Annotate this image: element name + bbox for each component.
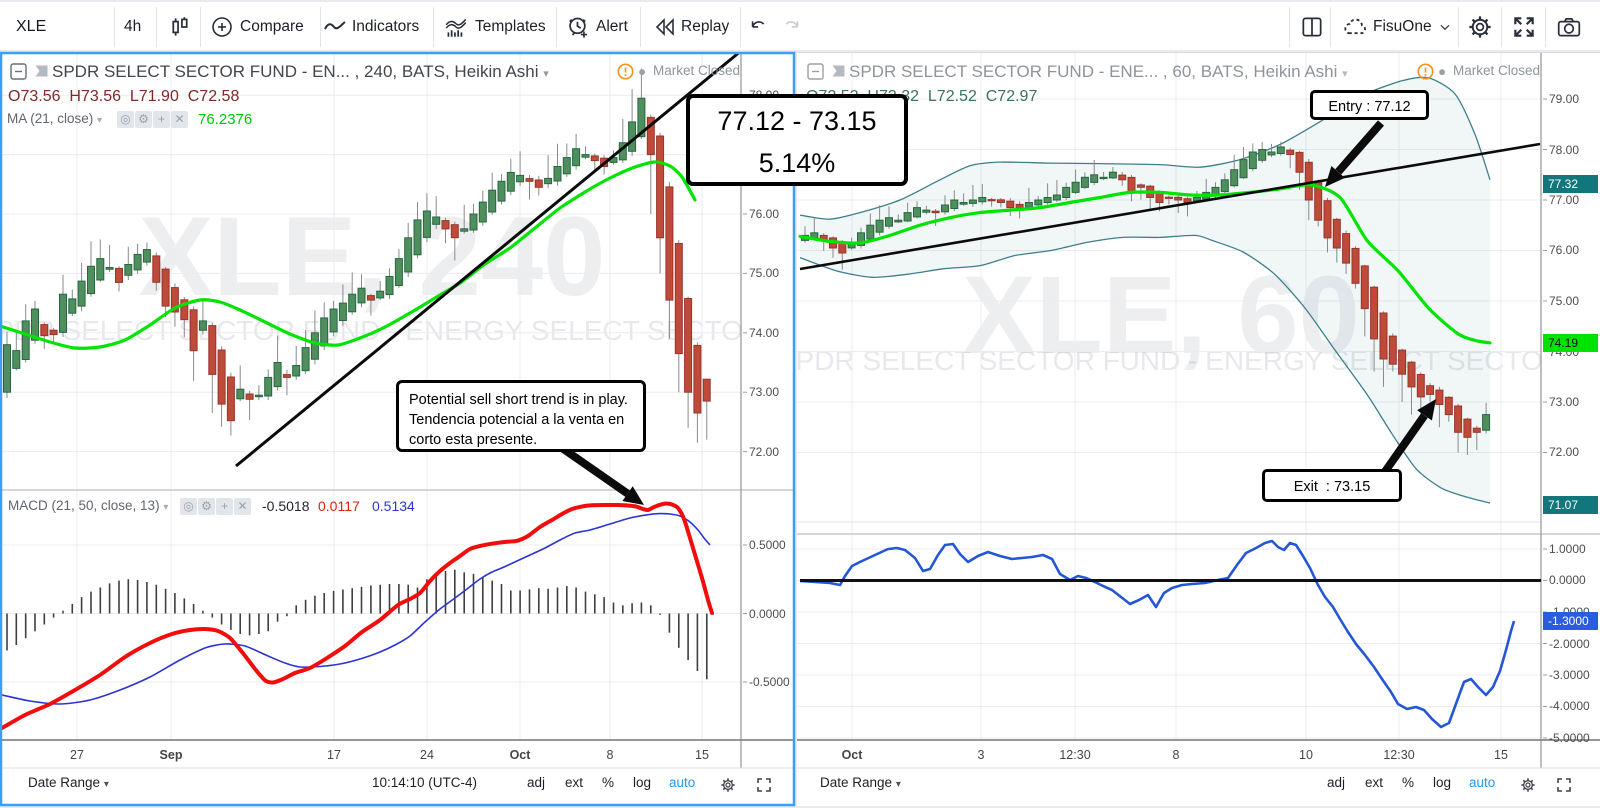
svg-text:10: 10 (1299, 748, 1313, 762)
svg-text:-0.5000: -0.5000 (749, 675, 790, 689)
svg-text:15: 15 (1494, 748, 1508, 762)
svg-text:75.00: 75.00 (1549, 294, 1579, 308)
svg-text:76.00: 76.00 (749, 207, 779, 221)
svg-text:3: 3 (978, 748, 985, 762)
svg-text:Oct: Oct (842, 748, 864, 762)
svg-text:27: 27 (70, 748, 84, 762)
svg-text:78.00: 78.00 (1549, 143, 1579, 157)
svg-text:1.0000: 1.0000 (1549, 542, 1586, 556)
svg-text:-1.3000: -1.3000 (1548, 614, 1589, 628)
svg-text:-3.0000: -3.0000 (1549, 668, 1590, 682)
svg-text:76.00: 76.00 (1549, 243, 1579, 257)
svg-text:SPDR SELECT SECTOR FUND - ENER: SPDR SELECT SECTOR FUND - ENERGY SELECT … (0, 315, 763, 346)
svg-text:Sep: Sep (160, 748, 183, 762)
svg-text:72.00: 72.00 (1549, 445, 1579, 459)
svg-text:8: 8 (1173, 748, 1180, 762)
svg-text:SPDR SELECT SECTOR FUND - ENER: SPDR SELECT SECTOR FUND - ENERGY SELECT … (777, 345, 1563, 376)
svg-text:71.07: 71.07 (1548, 498, 1578, 512)
svg-text:77.00: 77.00 (1549, 193, 1579, 207)
svg-text:75.00: 75.00 (749, 266, 779, 280)
svg-text:-5.0000: -5.0000 (1549, 731, 1590, 745)
svg-text:79.00: 79.00 (1549, 92, 1579, 106)
svg-text:-2.0000: -2.0000 (1549, 637, 1590, 651)
svg-text:Oct: Oct (510, 748, 532, 762)
svg-text:74.19: 74.19 (1548, 336, 1578, 350)
svg-text:77.32: 77.32 (1548, 177, 1578, 191)
svg-text:73.00: 73.00 (1549, 395, 1579, 409)
svg-text:15: 15 (695, 748, 709, 762)
svg-text:12:30: 12:30 (1059, 748, 1090, 762)
svg-text:12:30: 12:30 (1383, 748, 1414, 762)
svg-text:0.0000: 0.0000 (1549, 573, 1586, 587)
svg-text:73.00: 73.00 (749, 385, 779, 399)
svg-text:-4.0000: -4.0000 (1549, 699, 1590, 713)
svg-text:24: 24 (420, 748, 434, 762)
svg-text:8: 8 (607, 748, 614, 762)
svg-text:0.5000: 0.5000 (749, 538, 786, 552)
svg-text:XLE, 60: XLE, 60 (962, 254, 1359, 377)
svg-text:72.00: 72.00 (749, 445, 779, 459)
svg-text:17: 17 (327, 748, 341, 762)
svg-text:0.0000: 0.0000 (749, 607, 786, 621)
svg-text:74.00: 74.00 (749, 326, 779, 340)
